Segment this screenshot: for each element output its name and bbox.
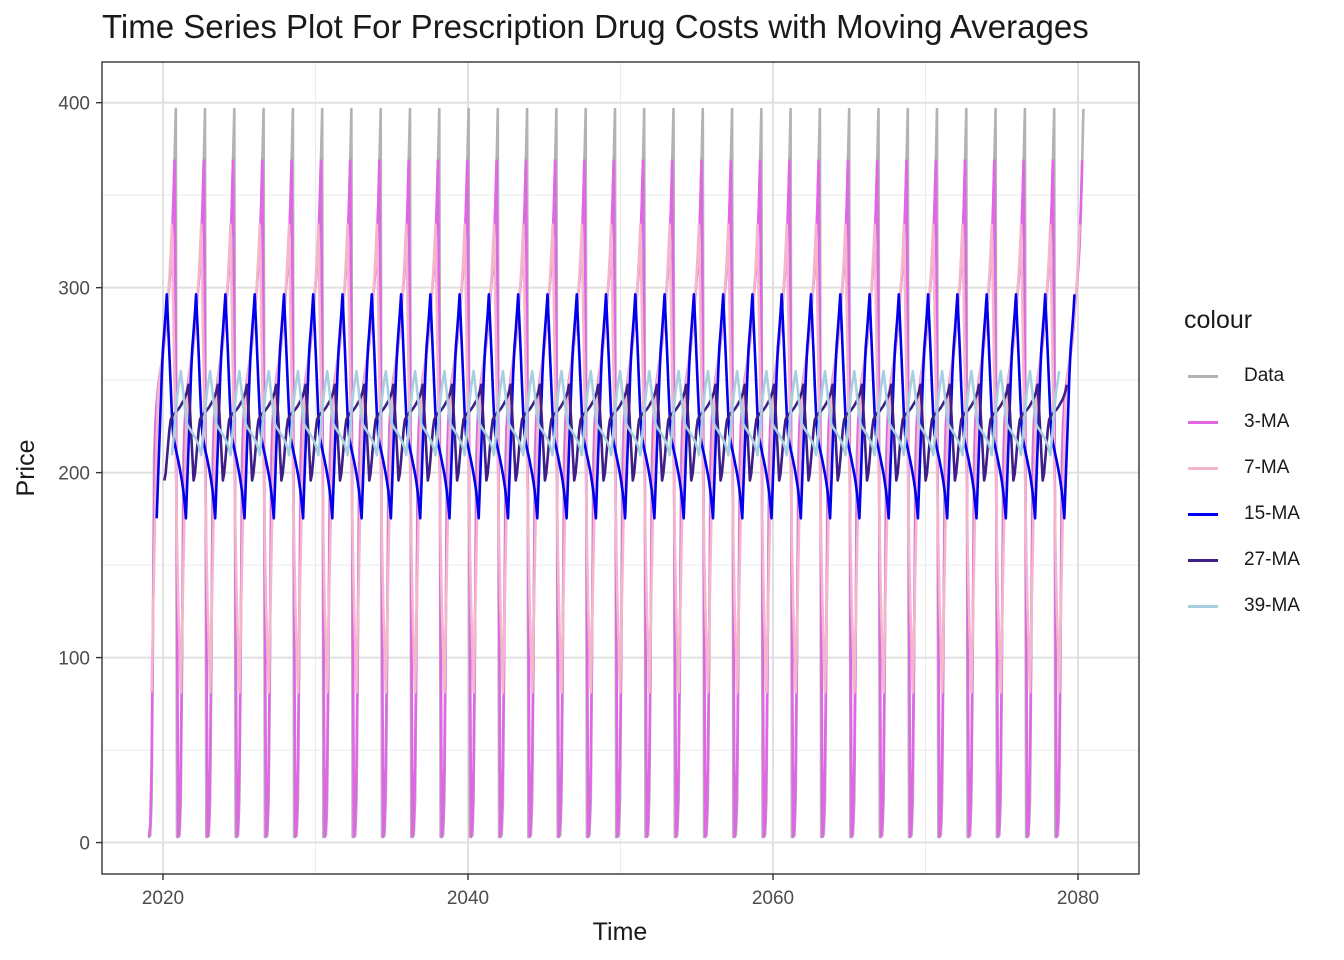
legend-key [1188, 558, 1218, 562]
legend: colour Data 3-MA 7-MA 15-MA 27-MA 39-MA [1184, 306, 1300, 629]
legend-label: 39-MA [1244, 595, 1300, 616]
legend-key [1188, 604, 1218, 608]
y-tick-label: 100 [58, 649, 90, 670]
legend-item: 7-MA [1184, 445, 1300, 491]
series-lines [147, 107, 1085, 839]
y-axis-ticks: 0 100 200 300 400 [58, 94, 102, 855]
x-tick-label: 2060 [752, 888, 794, 909]
legend-key [1188, 420, 1218, 424]
y-tick-label: 200 [58, 464, 90, 485]
x-axis-title: Time [593, 918, 648, 946]
legend-item: 3-MA [1184, 399, 1300, 445]
legend-key [1188, 374, 1218, 378]
legend-label: 3-MA [1244, 411, 1290, 432]
x-axis-ticks: 2020 2040 2060 2080 [142, 874, 1099, 909]
y-tick-label: 400 [58, 94, 90, 115]
x-tick-label: 2080 [1057, 888, 1099, 909]
y-tick-label: 0 [79, 834, 90, 855]
legend-items: Data 3-MA 7-MA 15-MA 27-MA 39-MA [1184, 353, 1300, 629]
x-tick-label: 2020 [142, 888, 184, 909]
legend-label: 27-MA [1244, 549, 1300, 570]
legend-title: colour [1184, 306, 1253, 334]
legend-item: Data [1184, 353, 1300, 399]
major-gridlines [102, 62, 1139, 874]
x-tick-label: 2040 [447, 888, 489, 909]
legend-item: 39-MA [1184, 583, 1300, 629]
y-tick-label: 300 [58, 279, 90, 300]
y-axis-title: Price [12, 440, 40, 497]
plot-border [101, 61, 1140, 875]
legend-label: Data [1244, 365, 1285, 386]
legend-label: 15-MA [1244, 503, 1300, 524]
legend-item: 15-MA [1184, 491, 1300, 537]
legend-key [1188, 466, 1218, 470]
series-line-39-ma [170, 369, 1061, 457]
legend-item: 27-MA [1184, 537, 1300, 583]
chart-title: Time Series Plot For Prescription Drug C… [102, 8, 1089, 45]
legend-label: 7-MA [1244, 457, 1290, 478]
legend-key [1188, 512, 1218, 516]
